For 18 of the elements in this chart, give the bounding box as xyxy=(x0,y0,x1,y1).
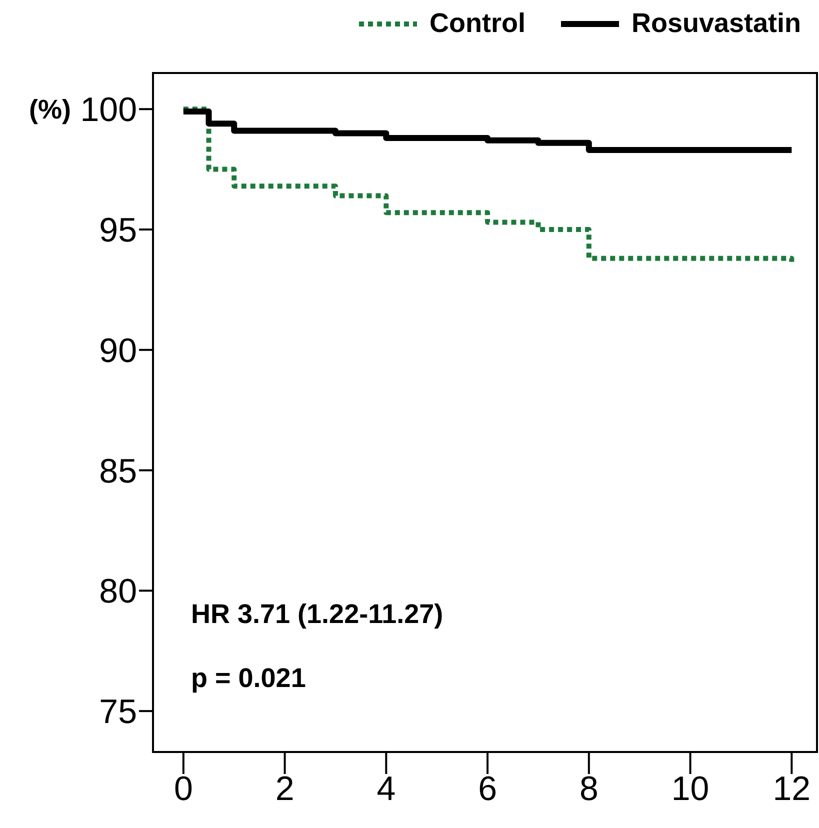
x-tick-label: 2 xyxy=(275,770,294,808)
x-tick-label: 8 xyxy=(579,770,598,808)
x-tick-label: 10 xyxy=(671,770,710,808)
y-tick-label: 80 xyxy=(99,572,137,611)
legend-label: Control xyxy=(429,8,526,39)
y-tick-label: 100 xyxy=(80,91,137,130)
annotation: HR 3.71 (1.22-11.27) xyxy=(191,598,444,629)
x-tick-label: 0 xyxy=(174,770,193,808)
x-tick-label: 12 xyxy=(772,770,811,808)
annotation: p = 0.021 xyxy=(191,662,306,693)
y-tick-label: 95 xyxy=(99,212,137,250)
x-tick-label: 6 xyxy=(478,770,497,808)
y-axis-title: (%) xyxy=(29,94,71,125)
x-tick-label: 4 xyxy=(376,770,396,808)
y-tick-label: 85 xyxy=(99,452,137,490)
y-tick-label: 75 xyxy=(99,693,137,732)
y-tick-label: 90 xyxy=(99,332,137,370)
legend-label: Rosuvastatin xyxy=(631,8,801,39)
